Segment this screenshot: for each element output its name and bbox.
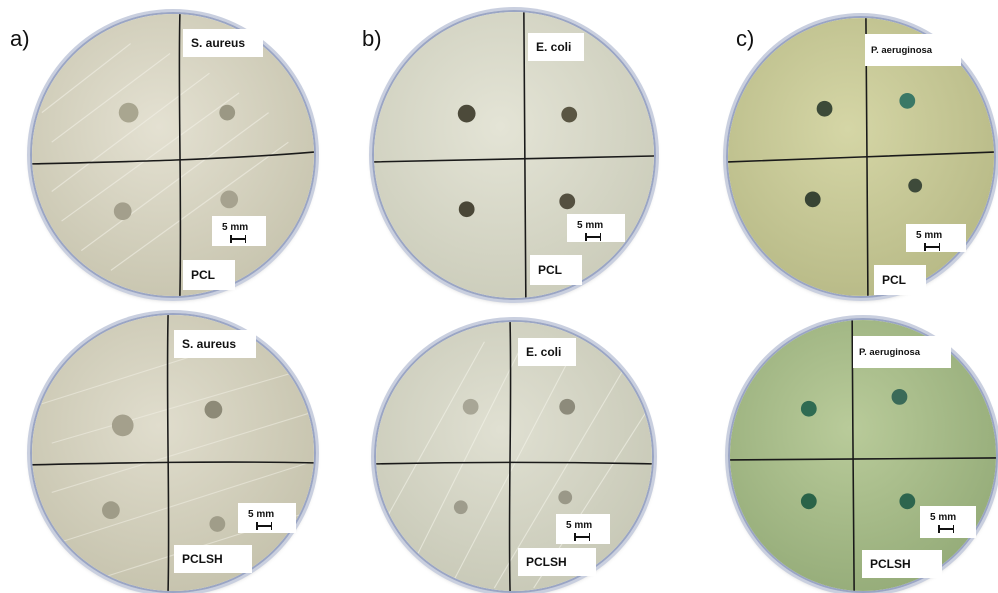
- disk: [559, 398, 576, 415]
- disk: [220, 190, 239, 209]
- scale-bar-c-top: 5 mm: [906, 224, 966, 252]
- scale-bar-label: 5 mm: [916, 230, 943, 241]
- material-label-b-bottom: PCLSH: [518, 548, 596, 576]
- disk: [899, 493, 916, 510]
- material-label-c-top: PCL: [874, 265, 926, 295]
- disk: [204, 400, 223, 419]
- disk: [209, 516, 226, 532]
- petri-dish-b-top: [372, 10, 656, 300]
- disk: [804, 191, 821, 208]
- scale-bar-line: [230, 235, 246, 243]
- bacterium-label-b-top: E. coli: [528, 33, 584, 61]
- disk: [462, 398, 479, 415]
- material-label-a-bottom: PCLSH: [174, 545, 252, 573]
- bacterium-label-a-bottom: S. aureus: [174, 330, 256, 358]
- petri-dish-a-bottom: [30, 313, 316, 593]
- bacterium-label-a-top: S. aureus: [183, 29, 263, 57]
- plate-image-b-top: [374, 12, 654, 298]
- scale-bar-a-bottom: 5 mm: [238, 503, 296, 533]
- material-label-c-bottom: PCLSH: [862, 550, 942, 578]
- scale-bar-c-bottom: 5 mm: [920, 506, 976, 538]
- scale-bar-label: 5 mm: [577, 220, 604, 231]
- disk: [559, 193, 576, 210]
- disk: [453, 500, 468, 515]
- disk: [113, 202, 132, 221]
- disk: [800, 493, 817, 510]
- scale-bar-label: 5 mm: [248, 509, 275, 520]
- bacterium-label-c-top: P. aeruginosa: [865, 34, 961, 66]
- scale-bar-line: [585, 233, 601, 241]
- petri-dish-b-bottom: [374, 320, 654, 593]
- scale-bar-b-bottom: 5 mm: [556, 514, 610, 544]
- disk: [816, 100, 833, 117]
- disk: [899, 92, 916, 109]
- disk: [908, 178, 923, 193]
- plate-image-a-bottom: [32, 315, 314, 591]
- scale-bar-line: [938, 525, 954, 533]
- scale-bar-label: 5 mm: [566, 520, 593, 531]
- disk: [118, 102, 139, 123]
- disk: [891, 389, 908, 405]
- petri-dish-a-top: [30, 12, 316, 298]
- scale-bar-b-top: 5 mm: [567, 214, 625, 242]
- scale-bar-line: [924, 243, 940, 251]
- scale-bar-line: [574, 533, 590, 541]
- disk: [102, 501, 120, 520]
- disk: [561, 106, 578, 123]
- scale-bar-label: 5 mm: [222, 222, 249, 233]
- scale-bar-label: 5 mm: [930, 512, 957, 523]
- plate-image-a-top: [32, 14, 314, 296]
- bacterium-label-b-bottom: E. coli: [518, 338, 576, 366]
- disk: [558, 490, 573, 505]
- disk: [111, 414, 134, 437]
- plate-image-b-bottom: [376, 322, 652, 591]
- material-label-a-top: PCL: [183, 260, 235, 290]
- panel-label-a: a): [10, 26, 30, 51]
- scale-bar-a-top: 5 mm: [212, 216, 266, 246]
- disk: [458, 201, 475, 218]
- material-label-b-top: PCL: [530, 255, 582, 285]
- disk: [219, 104, 236, 121]
- scale-bar-line: [256, 522, 272, 530]
- disk: [457, 104, 476, 123]
- bacterium-label-c-bottom: P. aeruginosa: [853, 336, 951, 368]
- disk: [800, 400, 817, 417]
